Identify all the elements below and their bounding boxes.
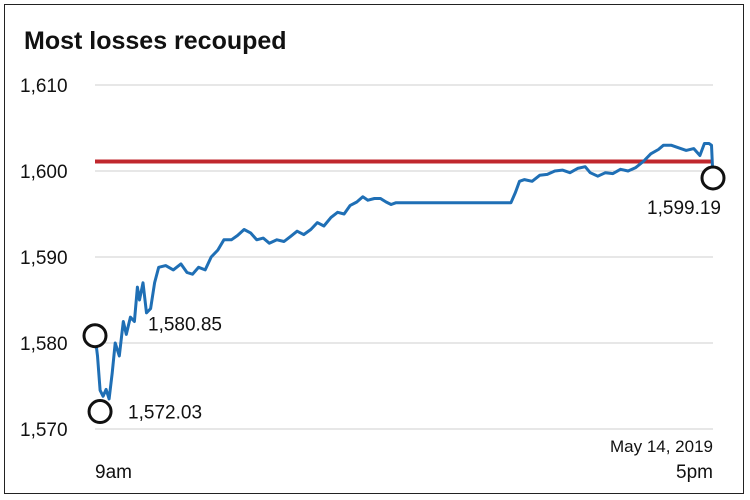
- y-tick-label: 1,600: [20, 162, 68, 183]
- annotation-marker-circle: [87, 399, 113, 425]
- annotation-label: 1,599.19: [647, 198, 721, 219]
- annotation-markers: 1,580.85 1,572.03 1,599.19: [82, 165, 726, 425]
- x-tick-label-end: 5pm: [676, 462, 713, 483]
- annotation-label: 1,572.03: [128, 403, 202, 424]
- chart-title: Most losses recouped: [24, 27, 287, 55]
- chart-frame: [4, 4, 744, 494]
- annotation-label: 1,580.85: [148, 315, 222, 336]
- date-label: May 14, 2019: [610, 437, 713, 456]
- y-axis-tick-labels: 1,570 1,580 1,590 1,600 1,610: [20, 76, 68, 441]
- y-tick-label: 1,580: [20, 334, 68, 355]
- y-tick-label: 1,610: [20, 76, 68, 97]
- y-tick-label: 1,590: [20, 248, 68, 269]
- price-series-line: [93, 142, 715, 401]
- x-tick-label-start: 9am: [95, 462, 132, 483]
- y-tick-label: 1,570: [20, 420, 68, 441]
- annotation-marker-circle: [82, 323, 108, 349]
- grid-lines: [95, 84, 713, 430]
- annotation-marker-circle: [700, 165, 726, 191]
